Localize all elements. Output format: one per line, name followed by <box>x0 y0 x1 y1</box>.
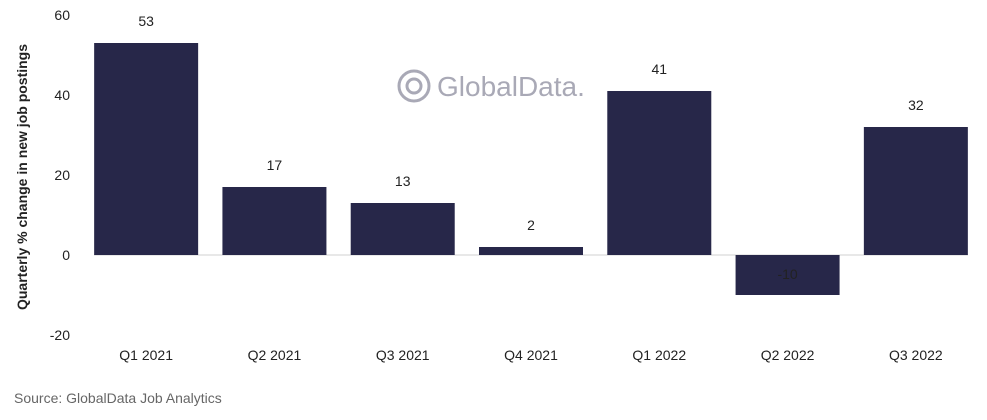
data-label: 53 <box>138 13 154 29</box>
y-tick-label: 20 <box>54 167 70 183</box>
globaldata-watermark: GlobalData. <box>397 69 585 103</box>
y-tick-label: 60 <box>54 7 70 23</box>
bar[interactable] <box>94 43 199 255</box>
data-label: -10 <box>777 266 797 282</box>
globaldata-logo-icon <box>397 69 431 103</box>
bar[interactable] <box>863 127 968 255</box>
x-tick-label: Q3 2022 <box>889 347 943 363</box>
bar[interactable] <box>222 187 327 255</box>
bar[interactable] <box>735 255 840 295</box>
x-tick-label: Q2 2021 <box>248 347 302 363</box>
x-tick-label: Q1 2021 <box>119 347 173 363</box>
y-axis-label: Quarterly % change in new job postings <box>14 44 30 310</box>
y-tick-label: 40 <box>54 87 70 103</box>
bar[interactable] <box>350 203 455 255</box>
source-note: Source: GlobalData Job Analytics <box>14 390 222 406</box>
data-label: 2 <box>527 217 535 233</box>
x-tick-label: Q3 2021 <box>376 347 430 363</box>
data-label: 41 <box>651 61 667 77</box>
data-label: 17 <box>267 157 283 173</box>
y-tick-label: -20 <box>50 327 70 343</box>
data-label: 32 <box>908 97 924 113</box>
y-tick-label: 0 <box>62 247 70 263</box>
data-label: 13 <box>395 173 411 189</box>
watermark-text: GlobalData. <box>437 71 585 102</box>
x-tick-label: Q4 2021 <box>504 347 558 363</box>
x-tick-label: Q2 2022 <box>761 347 815 363</box>
bar[interactable] <box>607 91 712 255</box>
bar[interactable] <box>479 247 583 255</box>
x-tick-label: Q1 2022 <box>632 347 686 363</box>
